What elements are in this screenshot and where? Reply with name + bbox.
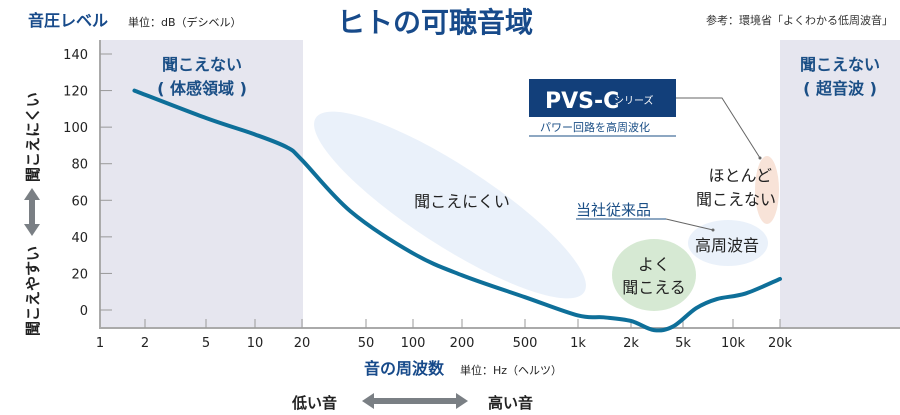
hard-to-hear-region xyxy=(314,111,586,299)
pvs-c-dot xyxy=(758,156,762,160)
x-tick-label: 200 xyxy=(450,336,475,351)
side-label-hard: 聞こえにくい xyxy=(24,92,42,182)
x-tick-label: 100 xyxy=(401,336,426,351)
high-sound-label: 高い音 xyxy=(488,394,533,412)
x-tick-label: 10k xyxy=(721,336,746,351)
y-axis-unit: 単位：dB（デシベル） xyxy=(128,15,242,29)
x-tick-label: 10 xyxy=(247,336,264,351)
infrasonic-label: 聞こえない xyxy=(162,55,242,74)
easy-label-2: 聞こえる xyxy=(622,278,686,297)
infrasonic-region xyxy=(100,40,303,328)
ultrasonic-sub: ( 超音波 ) xyxy=(803,79,877,98)
x-tick-label: 2k xyxy=(623,336,639,351)
x-axis-unit: 単位：Hz（ヘルツ） xyxy=(460,363,562,377)
almost-inaudible-1: ほとんど xyxy=(708,166,772,185)
pvs-c-description: パワー回路を高周波化 xyxy=(540,120,650,134)
pvs-c-name: PVS-C xyxy=(545,89,619,114)
infrasonic-sub: ( 体感領域 ) xyxy=(157,79,247,98)
easy-label-1: よく xyxy=(638,255,670,274)
source-note: 参考：環境省「よくわかる低周波音」 xyxy=(706,13,893,27)
pvs-c-series: シリーズ xyxy=(614,94,654,107)
x-axis-title: 音の周波数 xyxy=(364,359,445,378)
ultrasonic-label: 聞こえない xyxy=(800,55,880,74)
y-tick-label: 80 xyxy=(71,158,88,173)
easy-to-hear-region xyxy=(612,239,696,311)
previous-product-label: 当社従来品 xyxy=(576,201,651,219)
previous-product-leader xyxy=(665,218,714,231)
x-tick-label: 5 xyxy=(202,336,210,351)
x-tick-label: 2 xyxy=(141,336,149,351)
pvs-c-badge xyxy=(529,79,676,117)
low-sound-label: 低い音 xyxy=(291,394,337,412)
y-tick-label: 20 xyxy=(71,267,88,282)
y-tick-label: 100 xyxy=(63,121,88,136)
ultra-region-blob xyxy=(755,156,779,224)
y-tick-label: 40 xyxy=(71,231,88,246)
horizontal-double-arrow-icon xyxy=(362,393,468,409)
pvs-c-leader xyxy=(676,97,761,159)
side-label-easy: 聞こえやすい xyxy=(24,246,42,336)
x-tick-label: 50 xyxy=(358,336,375,351)
x-tick-label: 20k xyxy=(768,336,793,351)
vertical-double-arrow-icon xyxy=(24,188,40,236)
chart-title: ヒトの可聴音域 xyxy=(337,6,533,39)
y-tick-label: 140 xyxy=(63,48,88,63)
y-axis-title: 音圧レベル xyxy=(28,11,108,30)
hearing-threshold-curve xyxy=(132,88,782,333)
high-freq-region xyxy=(688,220,768,266)
high-freq-label: 高周波音 xyxy=(695,236,759,255)
x-tick-label: 5k xyxy=(675,336,691,351)
x-tick-label: 1k xyxy=(570,336,586,351)
ultrasonic-region xyxy=(780,40,900,328)
x-tick-label: 500 xyxy=(513,336,538,351)
previous-product-dot xyxy=(711,228,715,232)
y-tick-label: 60 xyxy=(71,194,88,209)
x-tick-label: 1 xyxy=(96,336,104,351)
hard-to-hear-label: 聞こえにくい xyxy=(414,192,510,211)
almost-inaudible-2: 聞こえない xyxy=(696,190,776,209)
y-tick-label: 120 xyxy=(63,85,88,100)
y-tick-label: 0 xyxy=(80,304,88,319)
x-tick-label: 20 xyxy=(294,336,311,351)
